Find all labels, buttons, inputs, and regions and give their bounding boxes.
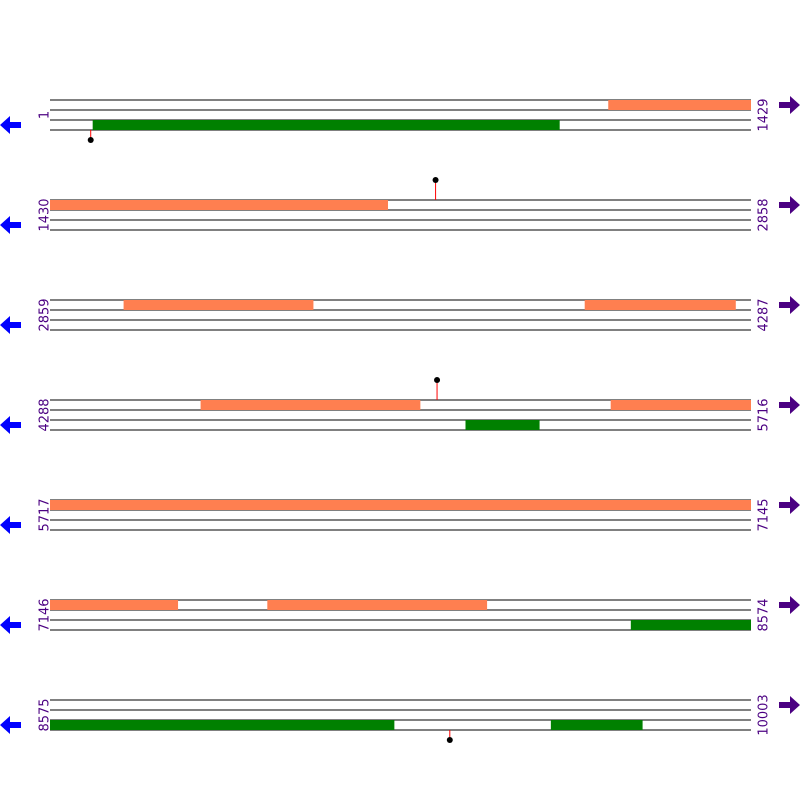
row-end-label: 8574	[757, 598, 772, 631]
row-end-label: 4287	[757, 298, 772, 331]
reverse-feature-bar[interactable]	[92, 120, 560, 130]
forward-feature-bar[interactable]	[584, 300, 736, 310]
right-arrow-icon	[779, 696, 800, 714]
forward-feature-bar[interactable]	[50, 200, 388, 210]
site-marker[interactable]	[432, 177, 439, 183]
reverse-feature-bar[interactable]	[465, 420, 540, 430]
right-arrow-icon	[779, 96, 800, 114]
forward-feature-bar[interactable]	[123, 300, 314, 310]
row-end-label: 10003	[757, 694, 772, 735]
row-start-label: 2859	[38, 298, 53, 331]
map-row-6: 7146 8574	[0, 596, 800, 634]
forward-feature-bar[interactable]	[610, 400, 751, 410]
map-row-5: 5717 7145	[0, 496, 800, 534]
row-end-label: 1429	[757, 98, 772, 131]
left-arrow-icon	[0, 616, 21, 634]
row-end-label: 7145	[757, 498, 772, 531]
site-marker[interactable]	[446, 737, 453, 743]
row-start-label: 4288	[38, 398, 53, 431]
right-arrow-icon	[779, 396, 800, 414]
right-arrow-icon	[779, 496, 800, 514]
map-row-2: 1430 2858	[0, 177, 800, 234]
forward-feature-bar[interactable]	[50, 500, 751, 510]
left-arrow-icon	[0, 216, 21, 234]
reverse-feature-bar[interactable]	[50, 720, 395, 730]
row-start-label: 8575	[38, 698, 53, 731]
map-row-7: 8575 10003	[0, 694, 800, 743]
forward-feature-bar[interactable]	[267, 600, 488, 610]
map-row-1: 1 1429	[0, 96, 800, 143]
row-start-label: 5717	[38, 498, 53, 531]
row-end-label: 2858	[757, 198, 772, 231]
row-start-label: 1430	[38, 198, 53, 231]
site-marker[interactable]	[87, 137, 94, 143]
reverse-feature-bar[interactable]	[550, 720, 643, 730]
forward-feature-bar[interactable]	[608, 100, 751, 110]
row-end-label: 5716	[757, 398, 772, 431]
left-arrow-icon	[0, 116, 21, 134]
left-arrow-icon	[0, 416, 21, 434]
reverse-feature-bar[interactable]	[630, 620, 751, 630]
map-row-4: 4288 5716	[0, 377, 800, 434]
site-marker[interactable]	[434, 377, 441, 383]
right-arrow-icon	[779, 296, 800, 314]
left-arrow-icon	[0, 316, 21, 334]
right-arrow-icon	[779, 596, 800, 614]
left-arrow-icon	[0, 716, 21, 734]
row-start-label: 1	[38, 111, 53, 119]
left-arrow-icon	[0, 516, 21, 534]
right-arrow-icon	[779, 196, 800, 214]
forward-feature-bar[interactable]	[50, 600, 179, 610]
forward-feature-bar[interactable]	[200, 400, 421, 410]
row-start-label: 7146	[38, 598, 53, 631]
map-row-3: 2859 4287	[0, 296, 800, 334]
